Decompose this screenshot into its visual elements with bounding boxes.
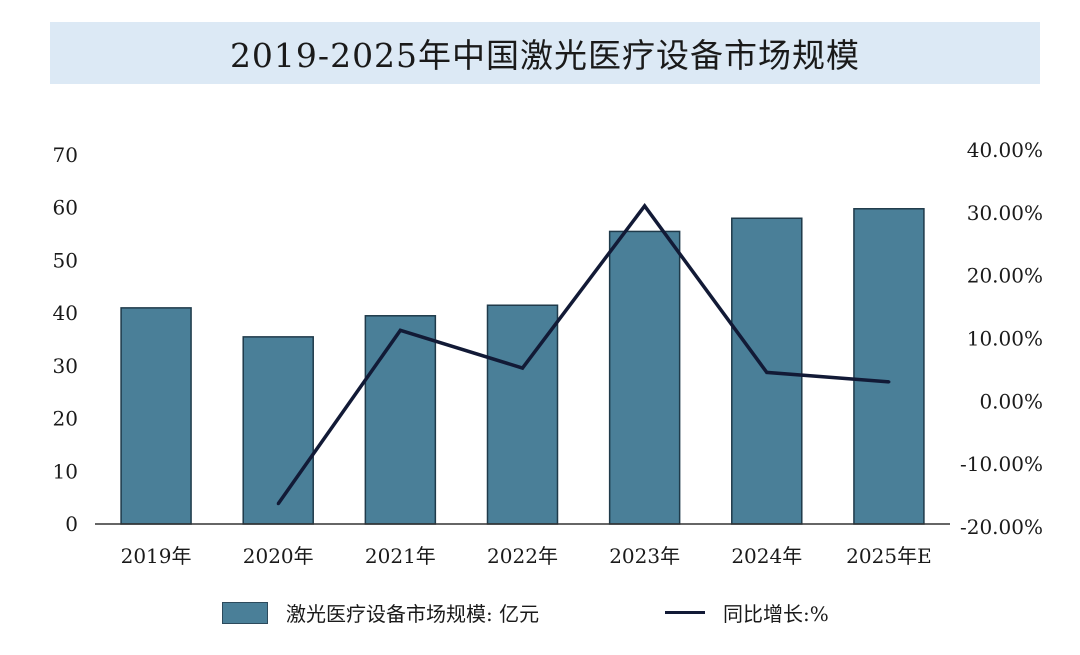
x-tick-label: 2020年 [243,544,314,568]
y-right-tick-label: 10.00% [967,327,1043,351]
y-right-tick-label: 30.00% [967,201,1043,225]
growth-point [276,502,280,506]
y-left-tick-label: 50 [53,248,78,272]
x-tick-label: 2021年 [365,544,436,568]
growth-line [276,202,890,505]
y-right-tick-label: 20.00% [967,264,1043,288]
growth-point [887,380,891,384]
x-tick-label: 2022年 [487,544,558,568]
bar [364,315,437,525]
y-left-tick-label: 10 [53,459,78,483]
y-right-tick-label: -20.00% [960,515,1043,539]
y-left-tick-label: 70 [53,143,78,167]
y-right-tick-label: 0.00% [979,389,1043,413]
y-left-tick-label: 30 [53,354,78,378]
y-left-tick-label: 40 [53,301,78,325]
legend-item-bar: 激光医疗设备市场规模: 亿元 [222,598,539,627]
x-tick-label: 2024年 [731,544,802,568]
bar [120,307,192,525]
chart-title-band: 2019-2025年中国激光医疗设备市场规模 [50,22,1040,84]
growth-point [765,370,769,374]
x-tick-label: 2025年E [846,544,932,568]
y-left-tick-label: 20 [53,407,78,431]
y-left-tick-label: 0 [65,512,78,536]
y-left-tick-label: 60 [53,196,78,220]
bar [242,336,314,525]
chart-legend: 激光医疗设备市场规模: 亿元 同比增长:% [0,598,1080,630]
x-tick-label: 2023年 [609,544,680,568]
legend-item-line: 同比增长:% [665,598,829,627]
bar [853,208,925,525]
legend-label-line: 同比增长:% [723,602,829,626]
growth-point [521,366,524,370]
y-right-tick-label: 40.00% [967,138,1043,162]
x-tick-label: 2019年 [121,544,192,568]
legend-label-bar: 激光医疗设备市场规模: 亿元 [286,602,540,626]
bar [608,230,681,525]
chart-title: 2019-2025年中国激光医疗设备市场规模 [229,36,861,75]
y-right-tick-label: -10.00% [960,452,1043,476]
legend-swatch-bar [222,601,268,624]
growth-point [398,328,402,332]
growth-point [643,204,647,208]
legend-swatch-line [665,611,705,614]
